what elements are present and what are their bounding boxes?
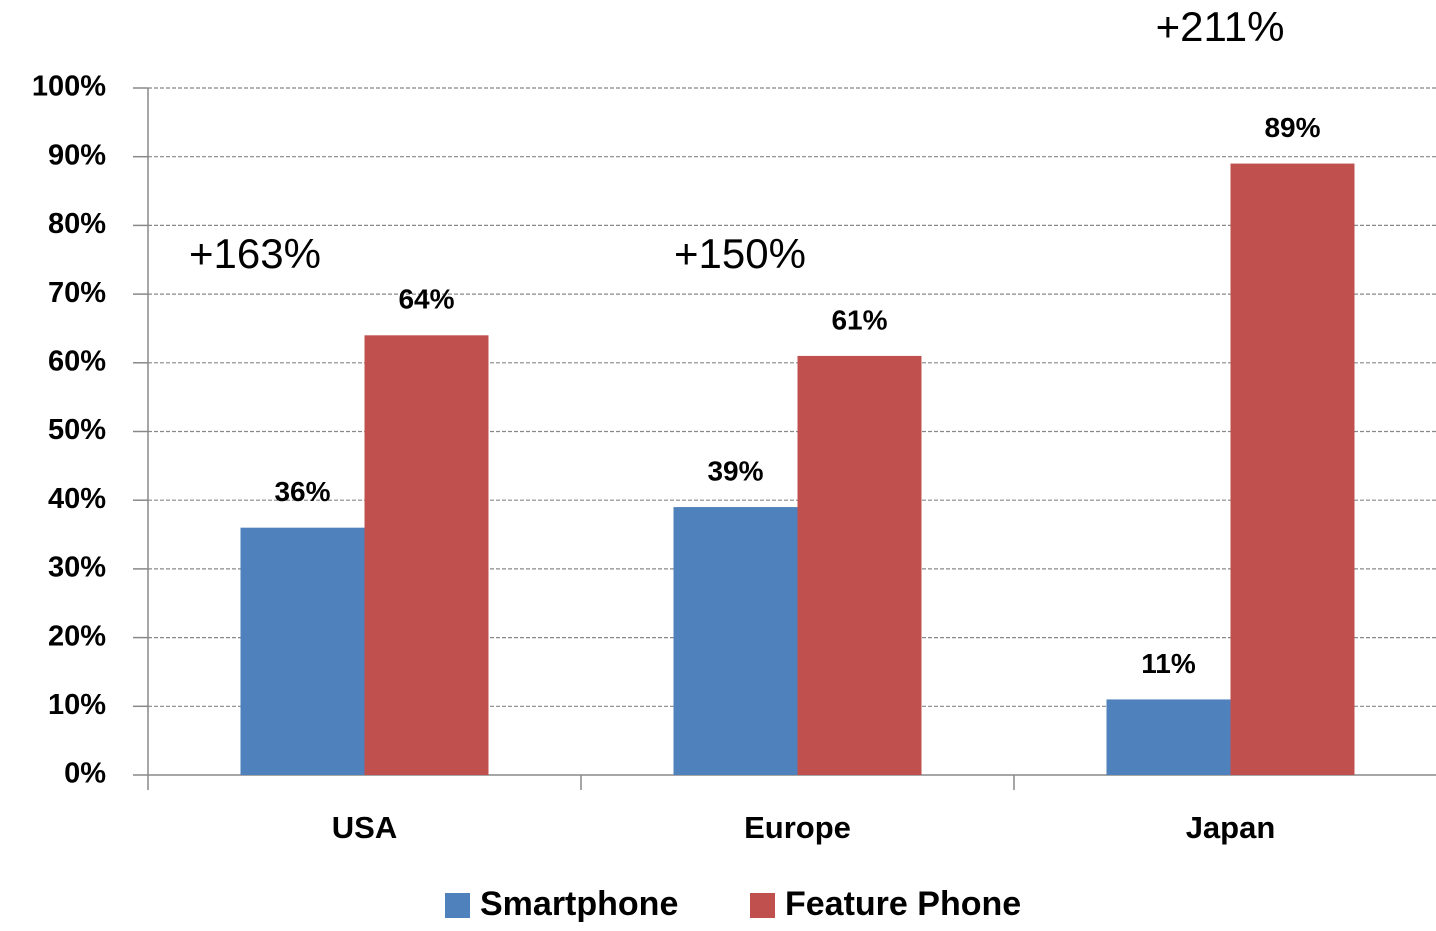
data-label: 61%: [831, 304, 887, 335]
x-tick-label: USA: [332, 810, 397, 845]
y-tick-label: 10%: [48, 689, 106, 721]
legend-label: Feature Phone: [785, 885, 1021, 923]
annotation: +163%: [189, 230, 321, 277]
y-tick-label: 100%: [32, 71, 106, 103]
y-tick-label: 90%: [48, 139, 106, 171]
bar: [1106, 699, 1231, 775]
bar: [797, 355, 922, 775]
legend-swatch: [445, 893, 470, 918]
y-tick-label: 40%: [48, 483, 106, 515]
y-tick-label: 80%: [48, 208, 106, 240]
data-label: 11%: [1141, 648, 1196, 679]
legend-label: Smartphone: [480, 885, 678, 923]
y-tick-label: 60%: [48, 345, 106, 377]
bar: [240, 527, 365, 775]
bar: [1230, 163, 1355, 775]
y-tick-label: 30%: [48, 552, 106, 584]
bar: [673, 507, 798, 775]
data-label: 64%: [398, 284, 454, 315]
y-tick-label: 70%: [48, 277, 106, 309]
data-label: 39%: [707, 455, 763, 486]
legend-swatch: [750, 893, 775, 918]
annotation: +150%: [674, 230, 806, 277]
data-label: 36%: [274, 476, 330, 507]
y-tick-label: 20%: [48, 620, 106, 652]
x-tick-label: Europe: [744, 810, 851, 845]
x-tick-label: Japan: [1186, 810, 1276, 845]
annotation: +211%: [1156, 3, 1285, 50]
bar: [364, 335, 489, 775]
y-tick-label: 0%: [64, 758, 106, 790]
data-label: 89%: [1264, 112, 1320, 143]
y-tick-label: 50%: [48, 414, 106, 446]
